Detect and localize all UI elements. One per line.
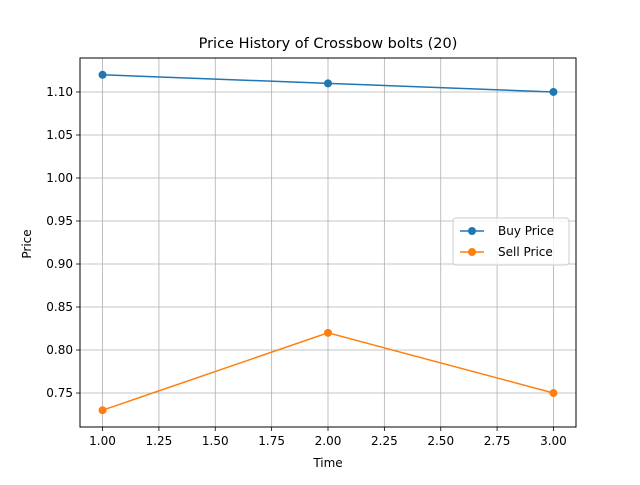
ticks: 1.00 1.25 1.50 1.75 2.00 2.25 2.50 2.75 3.00 0.75… — [46, 85, 567, 448]
x-tick-label: 1.00 — [89, 434, 116, 448]
series-buy-price — [98, 70, 558, 96]
chart-title: Price History of Crossbow bolts (20) — [199, 36, 458, 52]
y-tick-label: 1.05 — [46, 128, 73, 142]
y-tick-label: 0.90 — [46, 257, 73, 271]
legend-label: Buy Price — [498, 224, 554, 238]
y-axis-label: Price — [20, 229, 34, 258]
x-tick-label: 2.00 — [315, 434, 342, 448]
x-tick-label: 1.75 — [258, 434, 285, 448]
legend-marker-swatch — [468, 227, 476, 235]
legend-box — [452, 217, 570, 266]
series-layer — [98, 70, 558, 415]
y-tick-label: 0.80 — [46, 343, 73, 357]
buy-price-point — [324, 79, 332, 88]
x-tick-label: 2.75 — [484, 434, 511, 448]
x-tick-label: 2.25 — [371, 434, 398, 448]
buy-price-point — [549, 87, 558, 96]
buy-price-point — [98, 70, 107, 79]
x-tick-label: 1.50 — [202, 434, 229, 448]
sell-price-point — [98, 406, 107, 415]
sell-price-point — [324, 328, 332, 337]
legend-label: Sell Price — [498, 245, 553, 259]
y-tick-label: 0.75 — [46, 386, 73, 400]
legend-entry-sell-price: Sell Price — [460, 245, 553, 259]
y-tick-label: 0.95 — [46, 214, 73, 228]
y-tick-label: 1.00 — [46, 171, 73, 185]
y-tick-label: 0.85 — [46, 300, 73, 314]
sell-price-point — [549, 389, 558, 398]
x-axis-label: Time — [312, 456, 342, 470]
y-tick-label: 1.10 — [46, 85, 73, 99]
legend: Buy Price Sell Price — [452, 217, 570, 266]
x-tick-label: 1.25 — [146, 434, 173, 448]
legend-marker-swatch — [468, 248, 476, 256]
grid — [80, 58, 576, 427]
series-sell-price — [98, 328, 558, 415]
legend-entry-buy-price: Buy Price — [460, 224, 554, 238]
x-tick-label: 3.00 — [540, 434, 567, 448]
x-tick-label: 2.50 — [427, 434, 454, 448]
